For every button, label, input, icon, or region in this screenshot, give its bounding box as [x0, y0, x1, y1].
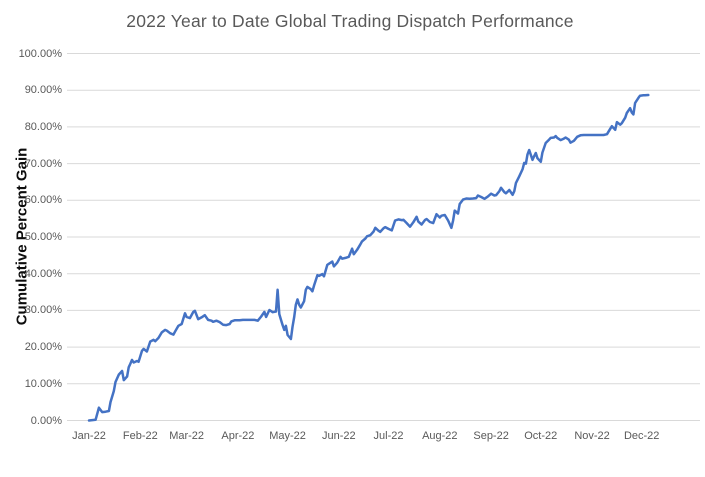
y-tick-label: 90.00% [24, 84, 62, 97]
chart-title: 2022 Year to Date Global Trading Dispatc… [126, 11, 574, 31]
x-tick-label: Nov-22 [574, 430, 610, 442]
x-tick-label: Sep-22 [473, 430, 509, 442]
y-tick-label: 10.00% [24, 377, 62, 390]
y-tick-label: 100.00% [18, 47, 62, 60]
y-tick-label: 20.00% [24, 341, 62, 354]
performance-line [87, 93, 650, 422]
x-tick-label: Oct-22 [524, 430, 558, 442]
x-tick-label: May-22 [269, 430, 306, 442]
y-tick-label: 50.00% [24, 231, 62, 243]
x-tick-label: Jun-22 [322, 430, 356, 442]
y-tick-label: 40.00% [24, 267, 62, 280]
x-tick-label: Mar-22 [169, 430, 205, 442]
x-tick-label: Apr-22 [221, 430, 255, 442]
y-tick-label: 70.00% [24, 157, 62, 170]
x-tick-label: Dec-22 [623, 430, 660, 442]
y-tick-label: 60.00% [24, 194, 62, 207]
y-tick-label: 0.00% [30, 414, 62, 427]
x-tick-label: Jul-22 [373, 430, 404, 442]
y-tick-label: 80.00% [24, 120, 62, 133]
x-tick-label: Aug-22 [422, 430, 458, 442]
x-tick-label: Jan-22 [72, 430, 106, 442]
y-tick-label: 30.00% [24, 304, 62, 317]
x-tick-label: Feb-22 [122, 430, 158, 442]
